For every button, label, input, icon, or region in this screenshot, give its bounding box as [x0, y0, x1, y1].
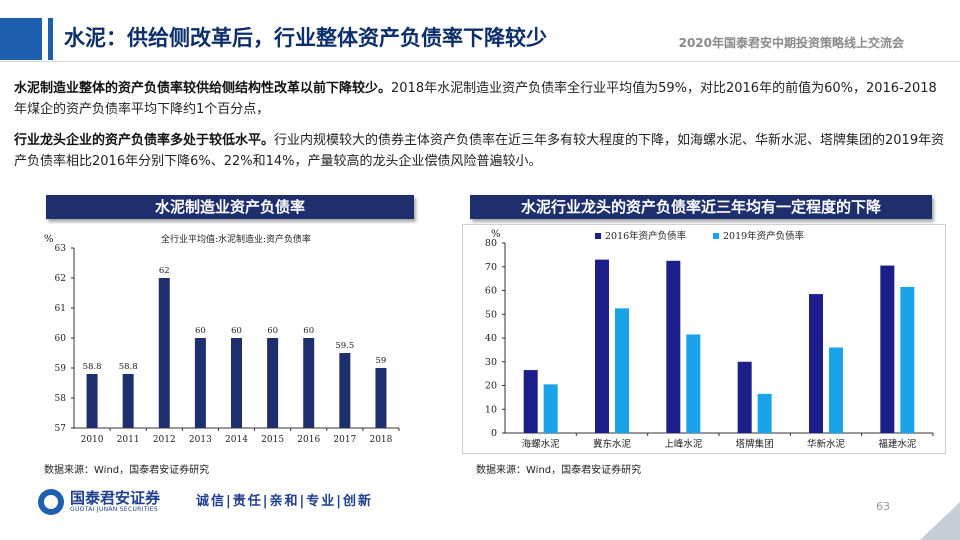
data-label: 62: [159, 266, 170, 276]
paragraph-1-lead: 水泥制造业整体的资产负债率较供给侧结构性改革以前下降较少。: [14, 81, 391, 96]
x-tick-label: 2017: [333, 435, 356, 445]
bar: [339, 353, 350, 428]
bar: [809, 294, 823, 433]
header-accent-block: [0, 18, 42, 60]
right-panel-title: 水泥行业龙头的资产负债率近三年均有一定程度的下降: [470, 195, 932, 219]
event-name: 2020年国泰君安中期投资策略线上交流会: [679, 34, 904, 51]
header-accent-stripe: [48, 18, 53, 60]
bar: [524, 370, 538, 433]
x-tick-label: 2014: [225, 435, 248, 445]
data-label: 60: [231, 326, 242, 336]
x-tick-label: 2010: [81, 435, 104, 445]
corner-decoration: [920, 502, 960, 540]
right-chart-container: 0 10 20 30 40 50 60 70 80% 2016年资产负债率 2019年资产负债率 海螺…: [462, 224, 946, 454]
left-panel-title: 水泥制造业资产负债率: [46, 195, 414, 219]
left-data-source: 数据来源：Wind，国泰君安证券研究: [44, 461, 209, 476]
legend-swatch: [595, 233, 601, 239]
x-tick-label: 2012: [153, 435, 176, 445]
bar: [303, 338, 314, 428]
x-tick-label: 2011: [117, 435, 140, 445]
bar: [231, 338, 242, 428]
y-tick-label: 59: [55, 364, 67, 374]
cement-industry-debt-ratio-chart: 57 58 59 60 61 62 63% 全行业平均值:水泥制造业:资产负债率 58.8 201…: [14, 224, 414, 452]
bar: [666, 261, 680, 433]
logo-english-name: GUOTAI JUNAN SECURITIES: [70, 506, 158, 513]
company-motto: 诚信|责任|亲和|专业|创新: [196, 490, 373, 509]
bar: [829, 348, 843, 434]
logo-name: 国泰君安证券: [70, 487, 160, 508]
x-tick-label: 上峰水泥: [664, 438, 703, 450]
x-tick-label: 海螺水泥: [522, 438, 561, 450]
logo-mark-icon: [38, 489, 64, 515]
bar: [880, 266, 894, 433]
y-tick-label: 63: [55, 244, 67, 254]
x-tick-label: 福建水泥: [878, 438, 917, 450]
right-data-source: 数据来源：Wind，国泰君安证券研究: [476, 461, 641, 476]
bar: [738, 362, 752, 433]
y-tick-label: 70: [485, 262, 497, 273]
y-tick-label: 20: [485, 381, 497, 392]
data-label: 60: [303, 326, 314, 336]
x-tick-label: 2013: [189, 435, 212, 445]
bar: [159, 278, 170, 428]
y-axis-unit: %: [491, 229, 501, 240]
x-tick-label: 2015: [261, 435, 284, 445]
x-tick-label: 华新水泥: [807, 438, 846, 450]
y-tick-label: 60: [485, 286, 497, 297]
y-tick-label: 50: [485, 309, 497, 320]
y-tick-label: 62: [55, 274, 66, 284]
bar: [544, 384, 558, 433]
x-tick-label: 冀东水泥: [593, 438, 632, 450]
bar: [595, 260, 609, 433]
bar: [87, 374, 98, 428]
bar: [900, 287, 914, 433]
data-label: 60: [267, 326, 278, 336]
bar: [758, 394, 772, 433]
paragraph-2-lead: 行业龙头企业的资产负债率多处于较低水平。: [14, 133, 274, 148]
x-tick-label: 2016: [297, 435, 320, 445]
x-tick-label: 塔牌集团: [736, 438, 774, 450]
bar: [375, 368, 386, 428]
chart-title: 全行业平均值:水泥制造业:资产负债率: [161, 233, 311, 245]
legend-label: 2016年资产负债率: [605, 230, 687, 242]
x-tick-label: 2018: [369, 435, 392, 445]
data-label: 59: [376, 356, 387, 366]
paragraph-2: 行业龙头企业的资产负债率多处于较低水平。行业内规模较大的债券主体资产负债率在近三…: [14, 130, 949, 172]
legend-label: 2019年资产负债率: [723, 230, 805, 242]
legend-swatch: [713, 233, 719, 239]
y-tick-label: 60: [55, 334, 67, 344]
header-divider: [0, 61, 960, 62]
bar: [615, 308, 629, 433]
page-title: 水泥：供给侧改革后，行业整体资产负债率下降较少: [64, 22, 547, 52]
bar: [195, 338, 206, 428]
y-tick-label: 40: [485, 333, 497, 344]
y-tick-label: 58: [55, 394, 67, 404]
y-tick-label: 30: [485, 357, 497, 368]
bar: [267, 338, 278, 428]
page-number: 63: [876, 500, 890, 513]
y-tick-label: 0: [491, 428, 497, 439]
y-tick-label: 61: [55, 304, 66, 314]
data-label: 58.8: [83, 362, 102, 372]
paragraph-1: 水泥制造业整体的资产负债率较供给侧结构性改革以前下降较少。2018年水泥制造业资…: [14, 78, 949, 120]
data-label: 59.5: [335, 341, 354, 351]
left-chart-container: 57 58 59 60 61 62 63% 全行业平均值:水泥制造业:资产负债率 58.8 201…: [14, 224, 414, 452]
data-label: 58.8: [119, 362, 138, 372]
data-label: 60: [195, 326, 206, 336]
y-tick-label: 10: [485, 404, 497, 415]
y-tick-label: 57: [55, 424, 67, 434]
bar: [686, 334, 700, 433]
y-axis-unit: %: [44, 234, 54, 245]
bar: [123, 374, 134, 428]
